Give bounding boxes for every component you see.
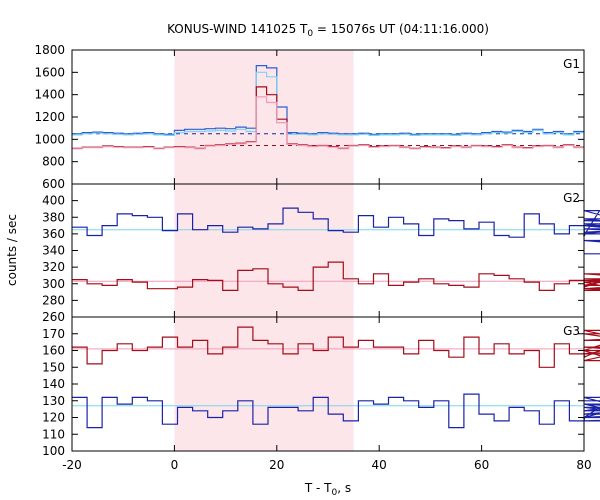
ytick-label: 1400 (34, 88, 65, 102)
ytick-label: 1800 (34, 43, 65, 57)
panel-label: G1 (563, 57, 580, 71)
ytick-label: 260 (42, 310, 65, 324)
series-g2-1 (72, 261, 600, 291)
xtick-label: 80 (576, 458, 591, 472)
series-g2-0 (72, 207, 600, 255)
ytick-label: 160 (42, 344, 65, 358)
xtick-label: 0 (171, 458, 179, 472)
series-g3-0 (72, 326, 600, 368)
panel-g2 (72, 207, 600, 291)
panel-g3 (72, 326, 600, 429)
ytick-label: 1200 (34, 110, 65, 124)
panel-label: G3 (563, 324, 580, 338)
xtick-label: -20 (62, 458, 82, 472)
ytick-label: 320 (42, 260, 65, 274)
ytick-label: 150 (42, 360, 65, 374)
series-g1-3 (72, 96, 584, 150)
ytick-label: 170 (42, 327, 65, 341)
ytick-label: 130 (42, 394, 65, 408)
ytick-label: 110 (42, 427, 65, 441)
ytick-label: 400 (42, 194, 65, 208)
xtick-label: 20 (269, 458, 284, 472)
highlight-interval (174, 50, 354, 451)
ytick-label: 140 (42, 377, 65, 391)
ytick-label: 280 (42, 293, 65, 307)
ytick-label: 1600 (34, 65, 65, 79)
xtick-label: 40 (372, 458, 387, 472)
ytick-label: 600 (42, 177, 65, 191)
ytick-label: 340 (42, 244, 65, 258)
ytick-label: 800 (42, 155, 65, 169)
ytick-label: 100 (42, 444, 65, 458)
ytick-label: 300 (42, 277, 65, 291)
chart-title: KONUS-WIND 141025 T0 = 15076s UT (04:11:… (167, 22, 489, 39)
ytick-label: 1000 (34, 132, 65, 146)
ytick-label: 120 (42, 411, 65, 425)
series-g3-1 (72, 393, 600, 429)
x-axis-label: T - T0, s (304, 481, 351, 498)
panel-g1 (72, 65, 584, 150)
ytick-label: 360 (42, 227, 65, 241)
y-axis-label: counts / sec (5, 214, 19, 286)
ytick-label: 380 (42, 210, 65, 224)
series-g1-1 (72, 71, 584, 136)
panel-label: G2 (563, 191, 580, 205)
xtick-label: 60 (474, 458, 489, 472)
